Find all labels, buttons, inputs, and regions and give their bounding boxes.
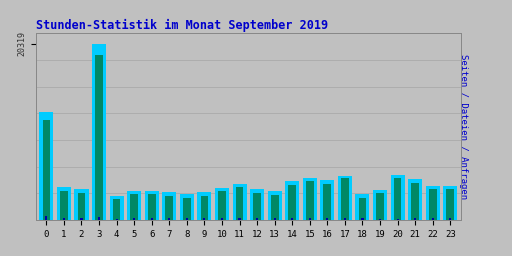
Bar <box>215 188 229 220</box>
Bar <box>341 178 349 220</box>
Bar <box>414 218 416 220</box>
Bar <box>273 218 276 220</box>
Bar <box>355 194 370 220</box>
Bar <box>39 112 53 220</box>
Bar <box>432 218 434 220</box>
Bar <box>396 219 399 220</box>
Bar <box>425 186 440 220</box>
Bar <box>253 193 261 220</box>
Bar <box>232 184 247 220</box>
Bar <box>221 218 223 220</box>
Bar <box>306 181 314 220</box>
Bar <box>165 196 173 220</box>
Bar <box>443 186 457 220</box>
Bar <box>78 193 86 220</box>
Bar <box>148 194 156 220</box>
Bar <box>131 194 138 220</box>
Bar <box>110 196 123 220</box>
Bar <box>98 217 100 220</box>
Bar <box>113 199 120 220</box>
Bar <box>239 218 241 220</box>
Bar <box>268 191 282 220</box>
Bar <box>288 185 296 220</box>
Bar <box>379 219 381 220</box>
Bar <box>162 192 176 220</box>
Bar <box>236 187 243 220</box>
Bar <box>92 44 106 220</box>
Bar <box>95 55 103 220</box>
Bar <box>271 195 279 220</box>
Bar <box>151 218 153 220</box>
Bar <box>449 218 451 220</box>
Bar <box>358 198 366 220</box>
Bar <box>116 219 118 220</box>
Bar <box>218 191 226 220</box>
Bar <box>183 198 191 220</box>
Bar <box>203 218 205 220</box>
Bar <box>309 218 311 220</box>
Bar <box>408 179 422 220</box>
Bar <box>168 218 170 220</box>
Bar <box>74 189 89 220</box>
Y-axis label: Seiten / Dateien / Anfragen: Seiten / Dateien / Anfragen <box>459 54 468 199</box>
Bar <box>326 218 328 220</box>
Bar <box>303 178 317 220</box>
Bar <box>133 218 135 220</box>
Bar <box>201 196 208 220</box>
Bar <box>321 180 334 220</box>
Bar <box>429 189 437 220</box>
Bar <box>63 218 65 220</box>
Text: Stunden-Statistik im Monat September 2019: Stunden-Statistik im Monat September 201… <box>36 19 328 32</box>
Bar <box>394 178 401 220</box>
Bar <box>324 184 331 220</box>
Bar <box>446 189 454 220</box>
Bar <box>198 192 211 220</box>
Bar <box>291 218 293 220</box>
Bar <box>57 187 71 220</box>
Bar <box>180 194 194 220</box>
Bar <box>285 181 299 220</box>
Bar <box>42 120 50 220</box>
Bar <box>127 191 141 220</box>
Bar <box>60 191 68 220</box>
Bar <box>80 218 82 220</box>
Bar <box>250 189 264 220</box>
Bar <box>186 218 188 220</box>
Bar <box>391 175 404 220</box>
Bar <box>256 218 258 220</box>
Bar <box>373 190 387 220</box>
Bar <box>145 191 159 220</box>
Bar <box>361 218 364 220</box>
Bar <box>376 193 384 220</box>
Bar <box>344 218 346 220</box>
Bar <box>411 183 419 220</box>
Bar <box>338 176 352 220</box>
Bar <box>46 216 48 220</box>
